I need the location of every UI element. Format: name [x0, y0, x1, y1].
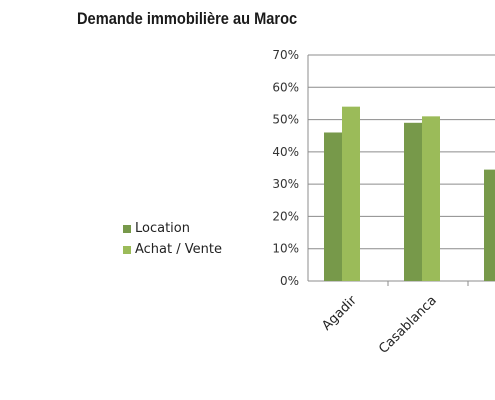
- y-tick-label: 50%: [272, 113, 299, 127]
- y-tick-label: 60%: [272, 80, 299, 94]
- bar: [324, 132, 342, 281]
- y-tick-label: 40%: [272, 145, 299, 159]
- bar: [484, 169, 495, 281]
- bar: [404, 122, 422, 281]
- legend-swatch-achat-vente: [123, 245, 131, 254]
- legend-swatch-location: [123, 224, 131, 233]
- chart-title: Demande immobilière au Maroc: [77, 9, 298, 28]
- x-category-label: Agadir: [319, 293, 360, 334]
- y-tick-label: 20%: [272, 209, 299, 223]
- x-category-label: Casablanca: [376, 293, 440, 357]
- y-tick-label: 0%: [280, 274, 299, 288]
- bar: [342, 106, 360, 282]
- legend-item-location: Location: [123, 218, 222, 239]
- y-tick-label: 30%: [272, 177, 299, 191]
- legend-label-location: Location: [135, 221, 190, 236]
- legend-label-achat-vente: Achat / Vente: [135, 242, 222, 257]
- y-tick-label: 10%: [272, 242, 299, 256]
- y-tick-label: 70%: [272, 48, 299, 62]
- chart-legend: Location Achat / Vente: [123, 218, 222, 260]
- legend-item-achat-vente: Achat / Vente: [123, 239, 222, 260]
- bar: [422, 116, 440, 281]
